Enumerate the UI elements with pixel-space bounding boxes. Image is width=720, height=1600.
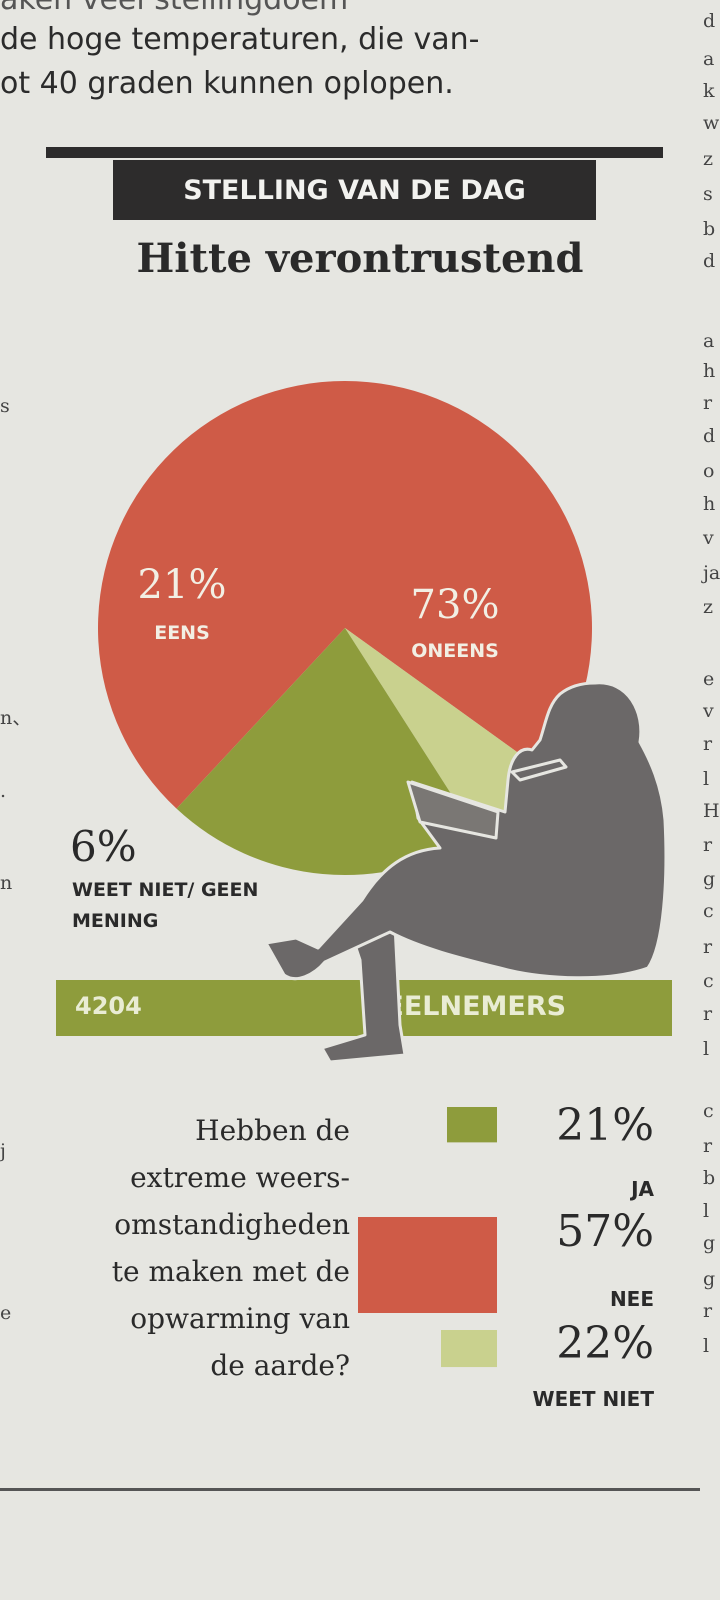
neighbor-column-letter: l [703, 1335, 710, 1357]
neighbor-column-letter: g [703, 868, 716, 890]
result-nee-label: NEE [609, 1287, 654, 1311]
neighbor-column-letter: H [703, 800, 720, 822]
survey-question-line: opwarming van [130, 1302, 350, 1335]
left-column-fragment: n [0, 872, 13, 894]
neighbor-column-letter: b [703, 218, 716, 240]
left-column-fragment: s [0, 395, 10, 417]
pie-label-oneens-value: 73% [410, 582, 500, 628]
left-column-fragment: e [0, 1302, 12, 1324]
article-intro-line: aken veel stellingdoem [0, 0, 348, 17]
pie-slice-oneens [97, 380, 593, 809]
article-intro-line: ot 40 graden kunnen oplopen. [0, 66, 454, 101]
neighbor-column-letter: h [703, 493, 716, 515]
neighbor-column-letter: d [703, 10, 716, 32]
survey-question-line: Hebben de [195, 1114, 350, 1147]
neighbor-column-letter: v [703, 527, 714, 549]
swatch-weet-niet [441, 1330, 497, 1368]
neighbor-column-letter: s [703, 183, 713, 205]
chart-headline: Hitte verontrustend [136, 235, 584, 282]
survey-question-line: de aarde? [210, 1349, 350, 1382]
result-ja-value: 21% [556, 1100, 654, 1151]
section-kicker: STELLING VAN DE DAG [113, 160, 596, 220]
neighbor-column-letter: w [703, 112, 720, 134]
result-weet-niet-value: 22% [556, 1318, 654, 1369]
article-intro-line: de hoge temperaturen, die van- [0, 22, 480, 57]
participants-count: 4204 [75, 992, 142, 1020]
survey-question-line: extreme weers- [130, 1161, 350, 1194]
neighbor-column-letter: a [703, 48, 715, 70]
neighbor-column-letter: d [703, 250, 716, 272]
neighbor-column-letter: e [703, 668, 715, 690]
neighbor-column-letter: d [703, 425, 716, 447]
left-column-fragment: n、 [0, 707, 32, 729]
pie-label-eens: EENS [154, 622, 210, 644]
result-weet-niet-label: WEET NIET [532, 1387, 654, 1411]
neighbor-column-letter: c [703, 970, 714, 992]
pie-label-weet-niet-value: 6% [70, 822, 137, 871]
survey-question-line: omstandigheden [114, 1208, 350, 1241]
neighbor-column-letter: r [703, 1003, 713, 1025]
pie-label-oneens: ONEENS [411, 640, 499, 662]
neighbor-column-letter: h [703, 360, 716, 382]
left-column-fragment: . [0, 780, 7, 802]
neighbor-column-letter: k [703, 80, 715, 102]
neighbor-column-letter: r [703, 1300, 713, 1322]
neighbor-column-letter: r [703, 834, 713, 856]
neighbor-column-letter: r [703, 936, 713, 958]
pie-slice-eens [176, 628, 479, 875]
header-rule [46, 147, 663, 158]
neighbor-column-letter: r [703, 392, 713, 414]
survey-question: Hebben de extreme weers-omstandigheden te … [30, 1107, 350, 1389]
swatch-nee [358, 1217, 497, 1313]
swatch-ja [447, 1107, 497, 1143]
neighbor-column-letter: g [703, 1232, 716, 1254]
neighbor-column-letter: ja [703, 562, 720, 584]
neighbor-column-letter: l [703, 1200, 710, 1222]
neighbor-column-letter: a [703, 330, 715, 352]
neighbor-column-letter: l [703, 768, 710, 790]
neighbor-column-letter: c [703, 900, 714, 922]
left-column-fragment: j [0, 1140, 6, 1162]
bottom-rule [0, 1488, 700, 1491]
result-ja-label: JA [631, 1177, 654, 1201]
neighbor-column-letter: z [703, 148, 714, 170]
neighbor-column-letter: c [703, 1100, 714, 1122]
neighbor-column-letter: r [703, 733, 713, 755]
pie-slice-weet-niet [345, 628, 546, 837]
neighbor-column-letter: v [703, 700, 714, 722]
pie-label-weet-niet: WEET NIET/ GEEN MENING [72, 879, 259, 932]
neighbor-column-letter: g [703, 1268, 716, 1290]
survey-question-line: te maken met de [111, 1255, 350, 1288]
neighbor-column-letter: l [703, 1038, 710, 1060]
neighbor-column-letter: r [703, 1135, 713, 1157]
neighbor-column-letter: z [703, 596, 714, 618]
neighbor-column-letter: o [703, 460, 715, 482]
result-nee-value: 57% [556, 1206, 654, 1257]
pie-label-eens-value: 21% [137, 562, 227, 608]
neighbor-column-letter: b [703, 1167, 716, 1189]
